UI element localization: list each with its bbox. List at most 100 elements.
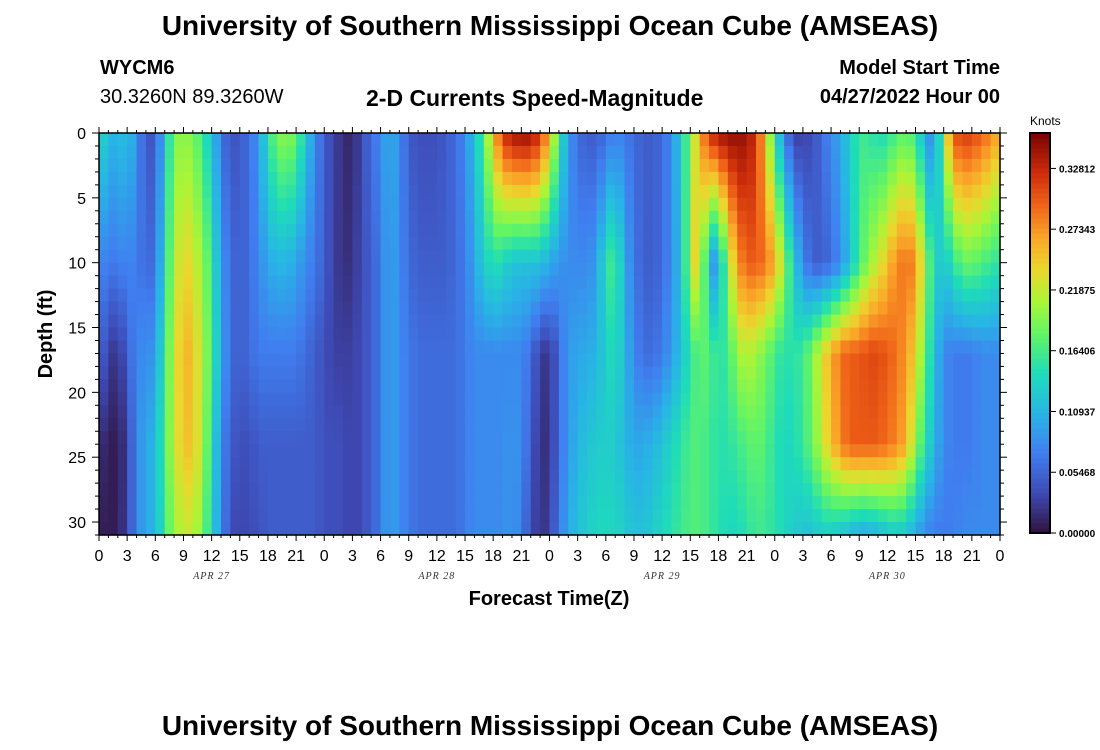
heatmap-cell <box>784 379 795 393</box>
colorbar-swatch <box>1030 423 1050 429</box>
heatmap-cell <box>558 379 569 393</box>
heatmap-cell <box>831 353 842 368</box>
heatmap-cell <box>192 327 203 342</box>
heatmap-cell <box>145 275 156 290</box>
heatmap-cell <box>765 223 776 238</box>
heatmap-cell <box>953 379 964 393</box>
heatmap-cell <box>840 353 851 368</box>
heatmap-cell <box>267 301 278 316</box>
heatmap-cell <box>981 327 992 342</box>
heatmap-cell <box>474 210 485 225</box>
heatmap-cell <box>333 444 344 458</box>
heatmap-cell <box>511 470 522 484</box>
heatmap-cell <box>558 288 569 303</box>
heatmap-cell <box>483 171 494 186</box>
heatmap-cell <box>314 210 325 225</box>
heatmap-cell <box>314 327 325 342</box>
heatmap-cell <box>371 483 382 497</box>
heatmap-cell <box>718 223 729 238</box>
heatmap-cell <box>427 340 438 355</box>
heatmap-cell <box>953 223 964 238</box>
heatmap-cell <box>249 353 260 368</box>
heatmap-cell <box>924 509 935 523</box>
heatmap-cell <box>427 301 438 316</box>
heatmap-cell <box>605 275 616 290</box>
heatmap-cell <box>352 158 363 173</box>
heatmap-cell <box>971 184 982 199</box>
heatmap-cell <box>221 379 231 393</box>
heatmap-cell <box>99 184 109 199</box>
heatmap-cell <box>765 288 776 303</box>
heatmap-cell <box>296 496 307 510</box>
heatmap-cell <box>971 496 982 510</box>
heatmap-cell <box>314 133 325 147</box>
heatmap-cell <box>380 275 391 290</box>
heatmap-cell <box>540 431 551 445</box>
heatmap-cell <box>408 171 419 186</box>
heatmap-cell <box>915 275 926 290</box>
heatmap-cell <box>296 444 307 458</box>
heatmap-cell <box>221 288 231 303</box>
heatmap-cell <box>136 133 147 147</box>
heatmap-cell <box>530 145 541 160</box>
heatmap-cell <box>99 158 109 173</box>
heatmap-cell <box>624 366 635 380</box>
heatmap-cell <box>174 470 185 484</box>
heatmap-cell <box>615 197 626 212</box>
heatmap-cell <box>465 223 476 238</box>
heatmap-cell <box>511 314 522 329</box>
heatmap-cell <box>633 275 644 290</box>
heatmap-cell <box>652 236 663 251</box>
heatmap-cell <box>221 171 231 186</box>
heatmap-cell <box>352 366 363 380</box>
heatmap-cell <box>249 418 260 432</box>
heatmap-cell <box>868 431 879 445</box>
heatmap-cell <box>549 431 560 445</box>
heatmap-cell <box>953 327 964 342</box>
heatmap-cell <box>671 223 682 238</box>
heatmap-cell <box>896 522 907 536</box>
heatmap-cell <box>380 262 391 277</box>
heatmap-cell <box>549 392 560 406</box>
heatmap-cell <box>221 210 231 225</box>
heatmap-cell <box>324 197 335 212</box>
heatmap-cell <box>305 288 316 303</box>
heatmap-cell <box>399 171 410 186</box>
heatmap-cell <box>671 418 682 432</box>
heatmap-cell <box>465 444 476 458</box>
heatmap-cell <box>493 392 504 406</box>
heatmap-cell <box>521 184 532 199</box>
heatmap-cell <box>155 288 166 303</box>
heatmap-cell <box>333 288 344 303</box>
heatmap-cell <box>427 353 438 368</box>
heatmap-cell <box>333 457 344 471</box>
heatmap-cell <box>361 366 372 380</box>
heatmap-cell <box>389 522 400 536</box>
heatmap-cell <box>868 496 879 510</box>
heatmap-cell <box>774 340 785 355</box>
heatmap-cell <box>887 223 898 238</box>
heatmap-cell <box>511 184 522 199</box>
heatmap-cell <box>155 392 166 406</box>
heatmap-cell <box>136 158 147 173</box>
heatmap-cell <box>765 353 776 368</box>
heatmap-cell <box>230 301 241 316</box>
heatmap-cell <box>145 418 156 432</box>
heatmap-cell <box>164 340 175 355</box>
heatmap-cell <box>530 509 541 523</box>
heatmap-cell <box>746 405 757 419</box>
heatmap-cell <box>418 158 429 173</box>
heatmap-cell <box>164 223 175 238</box>
heatmap-cell <box>765 392 776 406</box>
heatmap-cell <box>924 379 935 393</box>
heatmap-cell <box>183 236 194 251</box>
heatmap-cell <box>474 236 485 251</box>
heatmap-cell <box>821 275 832 290</box>
heatmap-cell <box>831 236 842 251</box>
heatmap-cell <box>549 158 560 173</box>
heatmap-cell <box>802 457 813 471</box>
heatmap-cell <box>953 431 964 445</box>
heatmap-cell <box>793 353 804 368</box>
heatmap-cell <box>558 522 569 536</box>
heatmap-cell <box>671 522 682 536</box>
